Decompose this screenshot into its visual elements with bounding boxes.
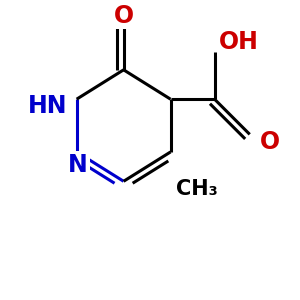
Text: O: O — [260, 130, 280, 154]
Text: HN: HN — [28, 94, 68, 118]
Text: O: O — [113, 4, 134, 28]
Text: N: N — [68, 153, 88, 177]
Text: CH₃: CH₃ — [176, 178, 218, 199]
Text: OH: OH — [219, 30, 259, 54]
